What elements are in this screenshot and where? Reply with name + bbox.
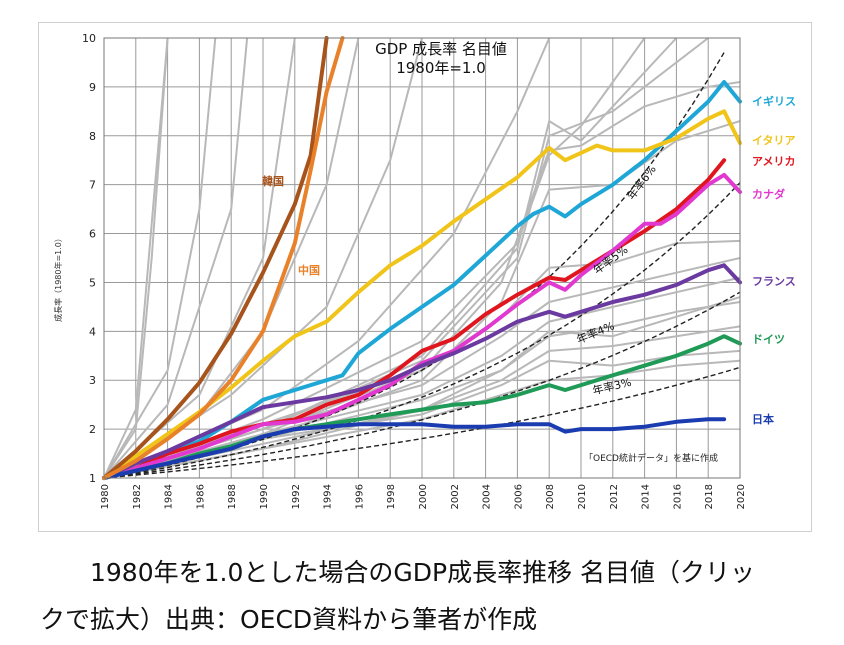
other-country-line	[103, 359, 741, 479]
other-country-line	[103, 37, 169, 479]
series-line	[102, 36, 329, 480]
x-tick-label: 1992	[291, 484, 302, 509]
axes: 1980 1982 1984 1986 1988 1990 1992 1994 1996 1998…	[82, 32, 747, 509]
series-line	[102, 263, 742, 480]
x-tick-label: 2008	[545, 484, 556, 509]
series-line	[102, 109, 742, 480]
x-tick-label: 2016	[672, 484, 683, 509]
series-label: ドイツ	[752, 333, 785, 346]
other-country-line	[103, 276, 741, 479]
x-tick-label: 1998	[386, 484, 397, 509]
y-tick-label: 1	[89, 472, 96, 485]
caption-line-2: クで拡大）出典：OECD資料から筆者が作成	[40, 605, 538, 634]
x-tick-label: 2012	[609, 484, 620, 509]
y-tick-label: 7	[89, 179, 96, 192]
y-tick-label: 4	[89, 325, 96, 338]
y-tick-label: 6	[89, 228, 96, 241]
y-axis-label: 成長率（1980年=1.0）	[53, 234, 63, 322]
series-label: 韓国	[262, 174, 284, 188]
chart-figure: 1980 1982 1984 1986 1988 1990 1992 1994 1996 1998…	[38, 22, 812, 532]
x-tick-label: 2020	[736, 484, 747, 509]
x-tick-label: 2000	[418, 484, 429, 509]
series-label: 中国	[298, 263, 320, 277]
x-tick-label: 2006	[513, 484, 524, 509]
other-country-line	[103, 301, 741, 479]
series-line	[102, 172, 742, 480]
reference-line-label: 年率6%	[624, 162, 659, 202]
x-tick-label: 2018	[704, 484, 715, 509]
other-country-line	[103, 325, 741, 479]
series-label: イタリア	[752, 134, 796, 147]
x-tick-label: 1986	[195, 484, 206, 509]
highlighted-series-lines	[102, 36, 742, 480]
y-tick-label: 3	[89, 374, 96, 387]
chart-title: GDP 成長率 名目値	[375, 40, 507, 58]
other-country-line	[103, 37, 646, 479]
reference-line	[103, 182, 741, 479]
other-country-line	[103, 37, 169, 479]
x-tick-label: 1996	[354, 484, 365, 509]
series-label: 日本	[752, 412, 774, 426]
x-tick-label: 2004	[482, 484, 493, 509]
y-tick-label: 8	[89, 130, 96, 143]
caption-line-1: 1980年を1.0とした場合のGDP成長率推移 名目値（クリッ	[90, 558, 756, 587]
y-tick-label: 2	[89, 423, 96, 436]
x-tick-label: 2014	[641, 484, 652, 509]
x-tick-label: 1990	[259, 484, 270, 509]
series-line	[102, 334, 742, 480]
source-annotation: 「OECD統計データ」を基に作成	[584, 452, 718, 464]
series-line	[102, 158, 727, 480]
other-country-line	[103, 37, 217, 479]
chart-subtitle: 1980年=1.0	[396, 59, 486, 77]
gdp-growth-line-chart: 1980 1982 1984 1986 1988 1990 1992 1994 1996 1998…	[53, 32, 796, 509]
y-tick-label: 10	[82, 32, 96, 45]
series-line	[102, 417, 727, 480]
y-tick-label: 9	[89, 81, 96, 94]
y-tick-label: 5	[89, 276, 96, 289]
x-tick-label: 2002	[450, 484, 461, 509]
x-tick-label: 1982	[132, 484, 143, 509]
series-line	[102, 36, 345, 480]
x-tick-label: 1984	[164, 484, 175, 509]
series-label: アメリカ	[752, 155, 795, 168]
reference-line	[103, 291, 741, 479]
x-tick-label: 1994	[323, 484, 334, 509]
other-country-lines	[103, 37, 741, 479]
x-tick-label: 1980	[100, 484, 111, 509]
plot-border	[103, 37, 741, 479]
series-label: フランス	[752, 275, 796, 288]
x-tick-label: 1988	[227, 484, 238, 509]
reference-line	[103, 366, 741, 479]
other-country-line	[103, 37, 249, 479]
series-label: カナダ	[752, 187, 785, 201]
other-country-line	[103, 296, 741, 479]
x-tick-label: 2010	[577, 484, 588, 509]
series-label: イギリス	[752, 94, 796, 108]
